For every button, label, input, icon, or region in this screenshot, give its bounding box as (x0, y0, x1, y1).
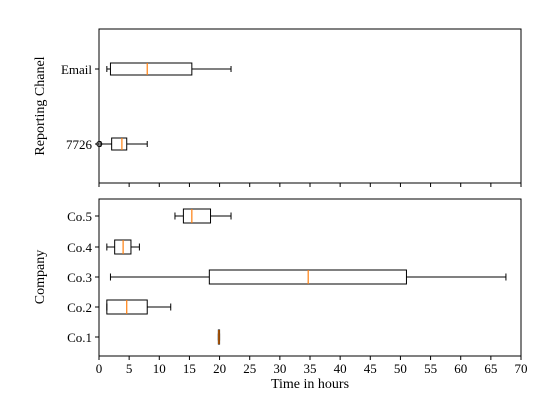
x-tick-label: 40 (334, 361, 347, 376)
bottom-y-axis-label: Company (33, 250, 48, 304)
x-tick-label: 55 (424, 361, 437, 376)
y-tick-label: Co.1 (67, 330, 92, 345)
top-panel: Email 7726 (61, 62, 522, 187)
y-tick-label: 7726 (66, 137, 93, 152)
y-tick-label: Email (61, 62, 92, 77)
top-panel-frame (98, 28, 522, 184)
x-tick-label: 45 (364, 361, 377, 376)
box-email (109, 62, 193, 76)
box-7726 (111, 137, 128, 151)
top-y-axis-label: Reporting Chanel (33, 56, 48, 155)
y-tick-label: Co.2 (67, 300, 92, 315)
x-tick-label: 60 (454, 361, 467, 376)
x-tick-label: 30 (273, 361, 286, 376)
x-tick-label: 0 (96, 361, 103, 376)
x-tick-label: 35 (304, 361, 317, 376)
box-co-5 (182, 208, 212, 224)
x-tick-label: 25 (243, 361, 256, 376)
x-tick-label: 65 (484, 361, 497, 376)
x-tick-label: 5 (126, 361, 133, 376)
outlier-point (96, 141, 103, 147)
y-tick-label: Co.3 (67, 270, 92, 285)
y-tick-label: Co.5 (67, 209, 92, 224)
x-tick-label: 50 (394, 361, 407, 376)
x-tick-label: 70 (515, 361, 528, 376)
y-tick-label: Co.4 (67, 240, 92, 255)
bottom-panel: Co.5 Co.4 Co.3 Co.2 Co.1 0 5 10 15 20 25 30 35 40 45 50… (67, 208, 528, 376)
x-tick-label: 15 (183, 361, 196, 376)
x-axis-label: Time in hours (271, 377, 349, 392)
x-tick-label: 20 (213, 361, 226, 376)
x-tick-label: 10 (153, 361, 166, 376)
